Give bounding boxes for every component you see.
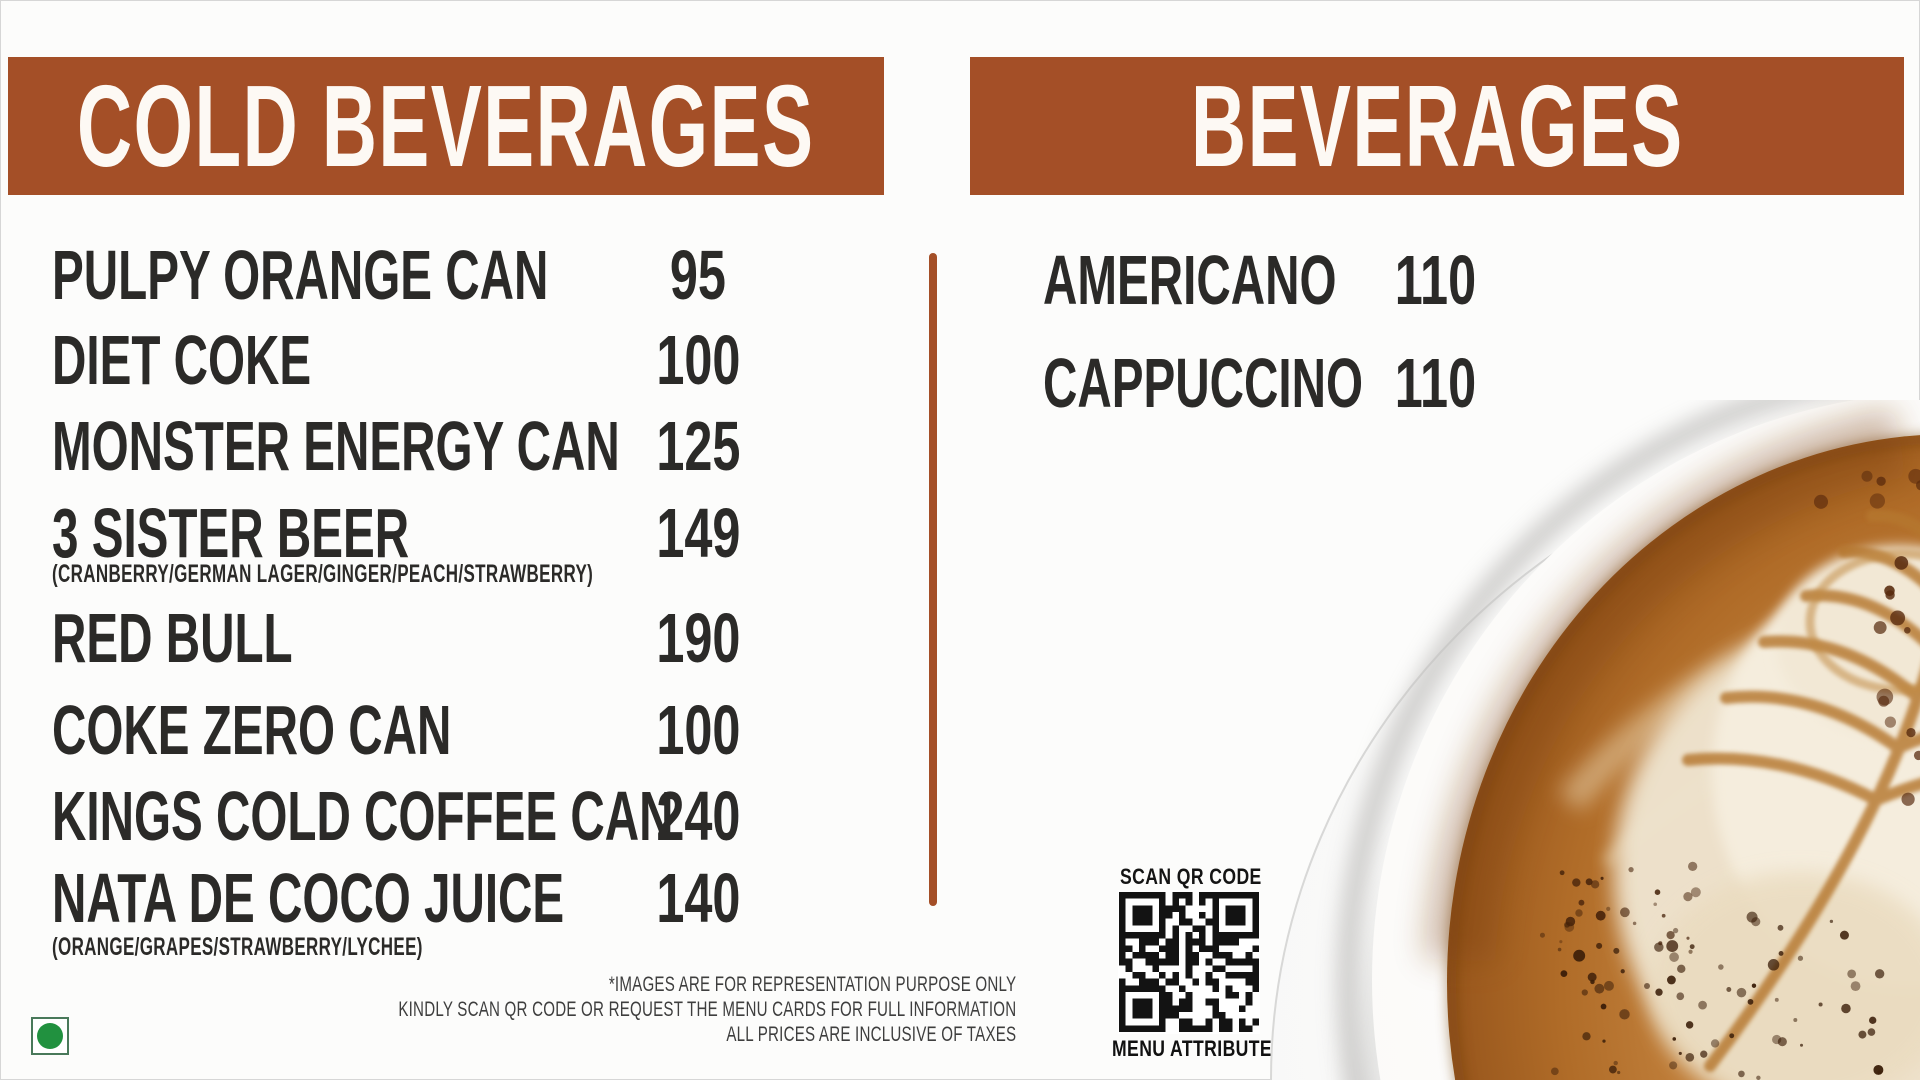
item-name: DIET COKE: [52, 321, 312, 399]
item-name: 3 SISTER BEER: [52, 494, 410, 572]
cold-beverages-banner: COLD BEVERAGES: [8, 57, 884, 195]
item-price: 100: [656, 691, 741, 769]
item-name: CAPPUCCINO: [1043, 344, 1364, 422]
coffee-cup-photo: [1270, 400, 1920, 1080]
item-name: RED BULL: [52, 599, 293, 677]
menu-attributes-label: MENU ATTRIBUTES: [1112, 1036, 1285, 1061]
item-price: 95: [669, 236, 727, 314]
item-price: 100: [656, 321, 741, 399]
item-price: 240: [656, 777, 741, 855]
disclaimer: *IMAGES ARE FOR REPRESENTATION PURPOSE O…: [158, 972, 1016, 1047]
item-name: PULPY ORANGE CAN: [52, 236, 549, 314]
column-divider: [929, 253, 937, 906]
disclaimer-line: *IMAGES ARE FOR REPRESENTATION PURPOSE O…: [608, 973, 1016, 996]
item-price: 110: [1394, 241, 1476, 319]
item-price: 190: [656, 599, 741, 677]
beverages-banner: BEVERAGES: [970, 57, 1904, 195]
section-title-cold-beverages: COLD BEVERAGES: [77, 61, 815, 191]
item-name: NATA DE COCO JUICE: [52, 859, 565, 937]
item-name: AMERICANO: [1043, 241, 1337, 319]
scan-qr-label: SCAN QR CODE: [1120, 864, 1262, 889]
veg-green-dot: [37, 1023, 63, 1049]
item-name: MONSTER ENERGY CAN: [52, 407, 620, 485]
disclaimer-line: KINDLY SCAN QR CODE OR REQUEST THE MENU …: [397, 998, 1016, 1021]
disclaimer-line: ALL PRICES ARE INCLUSIVE OF TAXES: [725, 1023, 1016, 1046]
veg-indicator-icon: [31, 1017, 69, 1055]
item-price: 125: [656, 407, 741, 485]
item-price: 149: [656, 494, 741, 572]
item-note: (ORANGE/GRAPES/STRAWBERRY/LYCHEE): [52, 933, 423, 961]
item-price: 110: [1394, 344, 1476, 422]
item-name: COKE ZERO CAN: [52, 691, 452, 769]
qr-code: [1118, 890, 1260, 1034]
section-title-beverages: BEVERAGES: [1190, 61, 1684, 191]
item-note: (CRANBERRY/GERMAN LAGER/GINGER/PEACH/STR…: [52, 560, 594, 588]
item-price: 140: [656, 859, 741, 937]
item-name: KINGS COLD COFFEE CAN: [52, 777, 674, 855]
